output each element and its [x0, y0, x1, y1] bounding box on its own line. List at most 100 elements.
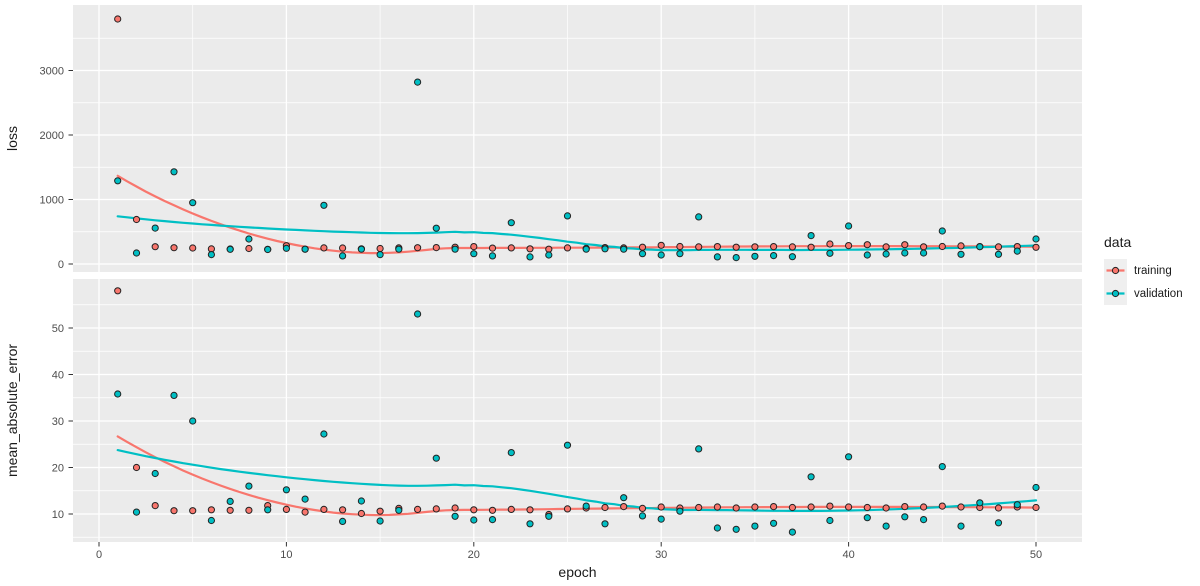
point-validation: [638, 512, 647, 520]
x-tick-label: 10: [280, 549, 292, 561]
point-validation: [676, 507, 684, 515]
point-validation: [451, 512, 459, 520]
point-validation: [301, 245, 309, 253]
point-validation: [657, 515, 665, 523]
point-validation: [545, 512, 553, 520]
point-validation: [601, 520, 609, 528]
point-validation: [357, 497, 365, 505]
point-validation: [845, 453, 853, 461]
point-training: [132, 463, 141, 472]
point-validation: [845, 222, 853, 230]
legend-label-validation: validation: [1134, 287, 1183, 300]
point-training: [901, 503, 909, 511]
point-validation: [751, 252, 759, 260]
point-training: [376, 507, 384, 515]
point-validation: [807, 473, 815, 481]
point-training: [920, 503, 928, 511]
point-validation: [207, 251, 215, 259]
point-training: [320, 505, 328, 513]
y-axis-title: loss: [4, 126, 20, 151]
point-training: [339, 244, 347, 252]
point-validation: [151, 469, 159, 478]
point-validation: [395, 245, 403, 253]
point-training: [601, 503, 609, 512]
point-validation: [395, 506, 403, 514]
point-training: [751, 243, 759, 251]
point-training: [676, 242, 684, 251]
point-training: [732, 504, 740, 512]
point-validation: [376, 517, 384, 525]
point-validation: [751, 522, 759, 530]
point-training: [563, 244, 572, 252]
point-training: [807, 503, 815, 511]
point-validation: [582, 245, 590, 253]
point-validation: [620, 245, 628, 253]
point-validation: [732, 525, 740, 533]
point-validation: [357, 245, 365, 253]
point-validation: [938, 227, 946, 235]
point-training: [863, 503, 871, 512]
point-validation: [432, 454, 440, 462]
point-validation: [863, 514, 871, 522]
legend-label-training: training: [1134, 264, 1172, 277]
point-validation: [264, 245, 272, 254]
point-validation: [488, 516, 497, 524]
point-validation: [994, 250, 1003, 258]
y-tick-label: 10: [52, 509, 64, 521]
point-validation: [920, 249, 928, 257]
point-training: [638, 504, 647, 512]
point-training: [470, 506, 478, 514]
point-validation: [882, 250, 890, 258]
point-training: [713, 243, 722, 251]
point-training: [320, 244, 328, 252]
point-validation: [938, 463, 946, 471]
point-validation: [301, 495, 309, 503]
x-tick-label: 0: [96, 549, 102, 561]
point-validation: [788, 253, 797, 261]
point-training: [189, 244, 197, 252]
point-training: [245, 506, 253, 514]
point-training: [132, 215, 141, 224]
point-validation: [788, 528, 797, 536]
point-training: [938, 502, 946, 510]
legend-key-training-icon: [1104, 259, 1127, 282]
facet-mean_absolute_error: 10 20 30 40 50 mean_absolute_error: [4, 279, 1082, 542]
point-validation: [132, 249, 141, 257]
point-training: [151, 243, 159, 251]
point-training: [845, 242, 853, 250]
point-training: [994, 243, 1003, 251]
point-validation: [376, 251, 384, 259]
point-validation: [976, 499, 984, 507]
point-training: [638, 243, 647, 251]
point-validation: [414, 78, 422, 86]
point-validation: [526, 520, 534, 528]
point-training: [994, 504, 1003, 512]
legend-key-validation-icon: [1104, 282, 1127, 305]
point-validation: [432, 224, 440, 232]
point-training: [882, 243, 890, 251]
point-validation: [526, 253, 534, 261]
y-tick-label: 3000: [40, 65, 64, 77]
point-training: [432, 244, 440, 252]
point-validation: [807, 232, 815, 240]
point-validation: [863, 251, 871, 259]
point-validation: [470, 250, 478, 258]
x-axis-title: epoch: [558, 564, 596, 580]
point-training: [432, 505, 440, 513]
point-training: [1032, 243, 1040, 251]
point-validation: [170, 391, 178, 399]
point-validation: [132, 508, 141, 516]
point-validation: [713, 524, 722, 532]
point-validation: [245, 482, 253, 490]
point-training: [770, 503, 778, 511]
point-validation: [1013, 501, 1021, 509]
smooth-line-validation: [116, 215, 1038, 252]
point-validation: [170, 168, 178, 176]
point-training: [920, 243, 928, 251]
point-validation: [901, 513, 909, 521]
y-tick-label: 30: [52, 416, 64, 428]
point-training: [301, 508, 309, 516]
point-validation: [226, 497, 234, 505]
point-training: [114, 287, 122, 295]
